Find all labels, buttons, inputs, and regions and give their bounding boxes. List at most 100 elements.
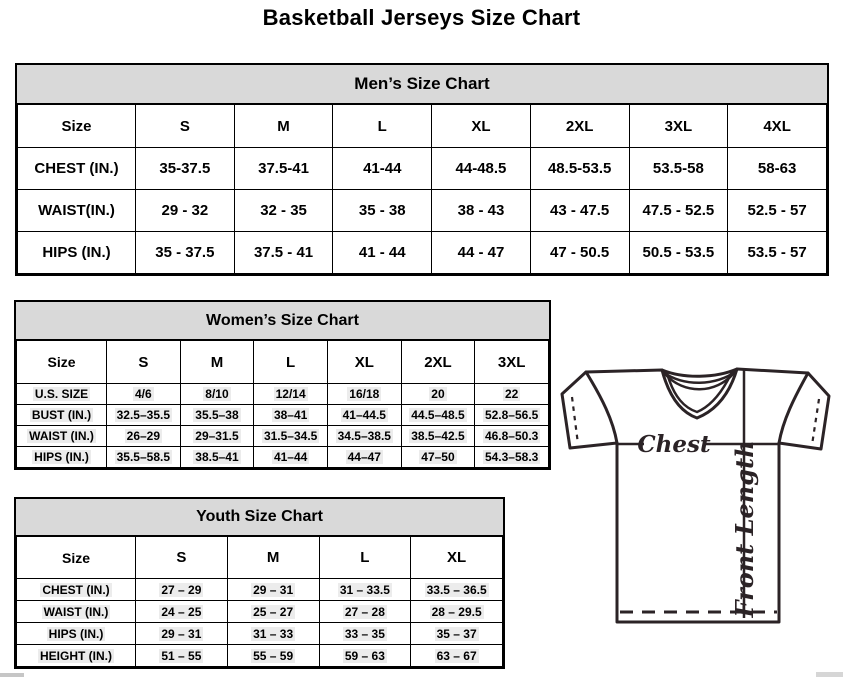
table-row: CHEST (IN.) 27 – 29 29 – 31 31 – 33.5 33… bbox=[16, 578, 503, 601]
horizontal-scrollbar-fragment[interactable] bbox=[0, 673, 24, 677]
table-cell: 31.5–34.5 bbox=[253, 425, 328, 447]
front-length-label: Front Length bbox=[730, 440, 759, 618]
right-cuff-dashed-line bbox=[810, 398, 821, 446]
table-cell: 31 – 33 bbox=[226, 622, 320, 645]
table-cell: 27 – 29 bbox=[135, 578, 228, 601]
table-cell: 20 bbox=[400, 383, 476, 405]
page-title: Basketball Jerseys Size Chart bbox=[262, 5, 581, 30]
column-header: 4XL bbox=[727, 104, 827, 148]
table-row: BUST (IN.) 32.5–35.5 35.5–38 38–41 41–44… bbox=[16, 404, 549, 426]
chest-label: Chest bbox=[637, 431, 711, 458]
collar-outer-v bbox=[660, 367, 739, 420]
table-row: HIPS (IN.) 35.5–58.5 38.5–41 41–44 44–47… bbox=[16, 446, 549, 468]
row-label: CHEST (IN.) bbox=[16, 578, 136, 601]
table-cell: 41–44 bbox=[253, 446, 328, 468]
column-header: XL bbox=[431, 104, 531, 148]
table-cell: 41–44.5 bbox=[326, 404, 402, 426]
table-cell: 41-44 bbox=[332, 147, 433, 190]
table-row: HEIGHT (IN.) 51 – 55 55 – 59 59 – 63 63 … bbox=[16, 644, 503, 667]
column-header: L bbox=[318, 536, 412, 579]
column-header: M bbox=[179, 340, 255, 384]
table-cell: 35 - 37.5 bbox=[135, 231, 235, 274]
table-cell: 12/14 bbox=[253, 383, 328, 405]
column-header: 3XL bbox=[474, 340, 549, 384]
table-cell: 41 - 44 bbox=[332, 231, 433, 274]
table-cell: 52.8–56.5 bbox=[474, 404, 549, 426]
table-cell: 8/10 bbox=[179, 383, 255, 405]
table-cell: 44.5–48.5 bbox=[400, 404, 476, 426]
column-header: 2XL bbox=[400, 340, 476, 384]
table-cell: 35.5–58.5 bbox=[106, 446, 181, 468]
table-cell: 33.5 – 36.5 bbox=[410, 578, 503, 601]
table-cell: 50.5 - 53.5 bbox=[628, 231, 729, 274]
jersey-measurement-diagram: Chest Front Length bbox=[560, 367, 831, 624]
table-cell: 33 – 35 bbox=[318, 622, 412, 645]
column-header: 3XL bbox=[628, 104, 729, 148]
row-label: HIPS (IN.) bbox=[17, 231, 136, 274]
table-cell: 55 – 59 bbox=[226, 644, 320, 667]
womens-table: Size S M L XL 2XL 3XL U.S. SIZE 4/6 8/10… bbox=[16, 340, 549, 468]
collar-inner-v bbox=[665, 370, 734, 414]
table-cell: 51 – 55 bbox=[135, 644, 228, 667]
row-label: BUST (IN.) bbox=[16, 404, 107, 426]
table-cell: 32.5–35.5 bbox=[106, 404, 181, 426]
table-row: U.S. SIZE 4/6 8/10 12/14 16/18 20 22 bbox=[16, 383, 549, 405]
youth-chart-title: Youth Size Chart bbox=[16, 499, 503, 536]
table-row: HIPS (IN.) 35 - 37.5 37.5 - 41 41 - 44 4… bbox=[17, 231, 827, 274]
table-row: WAIST (IN.) 24 – 25 25 – 27 27 – 28 28 –… bbox=[16, 600, 503, 623]
table-cell: 54.3–58.3 bbox=[474, 446, 549, 468]
table-cell: 22 bbox=[474, 383, 549, 405]
table-cell: 52.5 - 57 bbox=[727, 189, 827, 232]
row-label: HIPS (IN.) bbox=[16, 446, 107, 468]
table-cell: 29 - 32 bbox=[135, 189, 235, 232]
youth-size-chart: Youth Size Chart Size S M L XL CHEST (IN… bbox=[14, 497, 505, 669]
column-header: L bbox=[253, 340, 328, 384]
column-header: Size bbox=[16, 536, 136, 579]
column-header: M bbox=[226, 536, 320, 579]
table-cell: 29 – 31 bbox=[226, 578, 320, 601]
right-armhole-seam bbox=[777, 371, 810, 445]
column-header: XL bbox=[410, 536, 503, 579]
table-cell: 48.5-53.5 bbox=[529, 147, 630, 190]
table-cell: 38.5–41 bbox=[179, 446, 255, 468]
table-cell: 16/18 bbox=[326, 383, 402, 405]
table-cell: 53.5 - 57 bbox=[727, 231, 827, 274]
table-cell: 44–47 bbox=[326, 446, 402, 468]
womens-chart-title: Women’s Size Chart bbox=[16, 302, 549, 340]
table-cell: 38–41 bbox=[253, 404, 328, 426]
table-cell: 44-48.5 bbox=[431, 147, 531, 190]
youth-table: Size S M L XL CHEST (IN.) 27 – 29 29 – 3… bbox=[16, 536, 503, 667]
table-cell: 28 – 29.5 bbox=[410, 600, 503, 623]
table-cell: 29–31.5 bbox=[179, 425, 255, 447]
left-armhole-seam bbox=[584, 370, 619, 445]
table-cell: 53.5-58 bbox=[628, 147, 729, 190]
column-header: Size bbox=[17, 104, 136, 148]
table-row: WAIST (IN.) 26–29 29–31.5 31.5–34.5 34.5… bbox=[16, 425, 549, 447]
column-header: S bbox=[135, 104, 235, 148]
table-cell: 31 – 33.5 bbox=[318, 578, 412, 601]
table-cell: 25 – 27 bbox=[226, 600, 320, 623]
row-label: CHEST (IN.) bbox=[17, 147, 136, 190]
table-cell: 4/6 bbox=[106, 383, 181, 405]
table-cell: 35-37.5 bbox=[135, 147, 235, 190]
table-cell: 47 - 50.5 bbox=[529, 231, 630, 274]
table-cell: 58-63 bbox=[727, 147, 827, 190]
table-cell: 35 – 37 bbox=[410, 622, 503, 645]
column-header: L bbox=[332, 104, 433, 148]
table-cell: 38.5–42.5 bbox=[400, 425, 476, 447]
table-cell: 43 - 47.5 bbox=[529, 189, 630, 232]
table-row: HIPS (IN.) 29 – 31 31 – 33 33 – 35 35 – … bbox=[16, 622, 503, 645]
table-cell: 46.8–50.3 bbox=[474, 425, 549, 447]
table-row: WAIST(IN.) 29 - 32 32 - 35 35 - 38 38 - … bbox=[17, 189, 827, 232]
column-header: 2XL bbox=[529, 104, 630, 148]
column-header: M bbox=[233, 104, 334, 148]
table-cell: 34.5–38.5 bbox=[326, 425, 402, 447]
table-cell: 35 - 38 bbox=[332, 189, 433, 232]
horizontal-scrollbar-fragment[interactable] bbox=[816, 672, 843, 677]
table-row: CHEST (IN.) 35-37.5 37.5-41 41-44 44-48.… bbox=[17, 147, 827, 190]
mens-size-chart: Men’s Size Chart Size S M L XL 2XL 3XL 4… bbox=[15, 63, 829, 276]
table-cell: 44 - 47 bbox=[431, 231, 531, 274]
table-cell: 63 – 67 bbox=[410, 644, 503, 667]
row-label: HEIGHT (IN.) bbox=[16, 644, 136, 667]
table-cell: 35.5–38 bbox=[179, 404, 255, 426]
